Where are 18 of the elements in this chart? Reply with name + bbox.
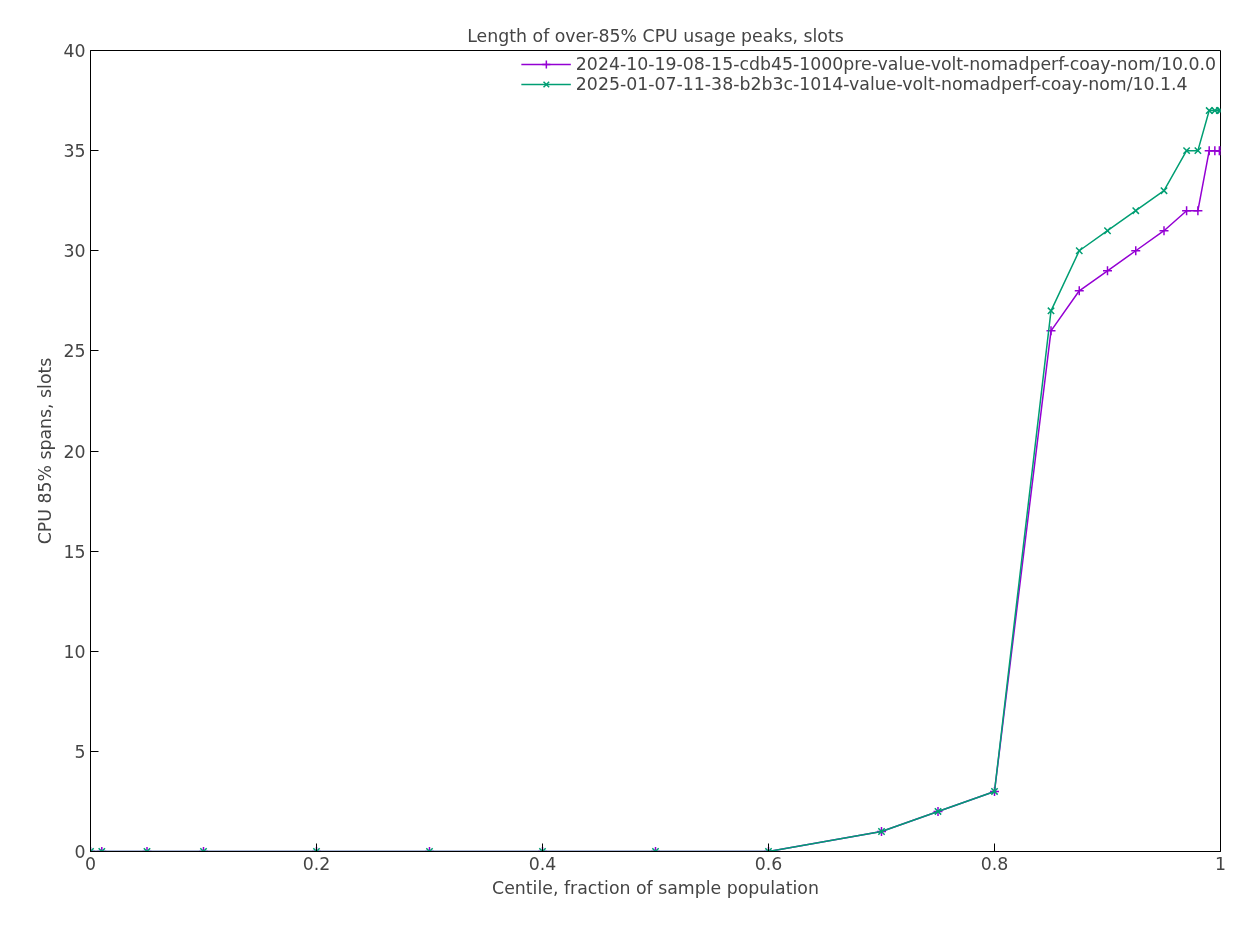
x-tick-label: 0.2	[302, 853, 331, 874]
y-tick-label: 10	[63, 641, 86, 662]
x-axis-title: Centile, fraction of sample population	[492, 877, 819, 898]
y-tick-label: 30	[63, 241, 86, 262]
y-tick-label: 40	[63, 41, 86, 61]
legend-label: 2024-10-19-08-15-cdb45-1000pre-value-volt-nomadperf-coay-nom/10.0.0	[575, 54, 1216, 74]
y-tick-label: 20	[63, 441, 86, 462]
y-tick-label: 35	[63, 141, 86, 162]
chart-title: Length of over-85% CPU usage peaks, slots	[467, 25, 844, 46]
y-tick-label: 5	[74, 741, 86, 762]
x-tick-label: 0.6	[754, 853, 783, 874]
y-tick-label: 25	[63, 341, 86, 362]
x-tick-label: 1	[1214, 853, 1227, 874]
x-tick-label: 0.8	[980, 853, 1009, 874]
legend-label: 2025-01-07-11-38-b2b3c-1014-value-volt-nomadperf-coay-nom/10.1.4	[575, 74, 1188, 94]
x-tick-label: 0.4	[528, 853, 557, 874]
y-tick-label: 15	[63, 541, 86, 562]
y-axis-title: CPU 85% spans, slots	[35, 357, 56, 545]
